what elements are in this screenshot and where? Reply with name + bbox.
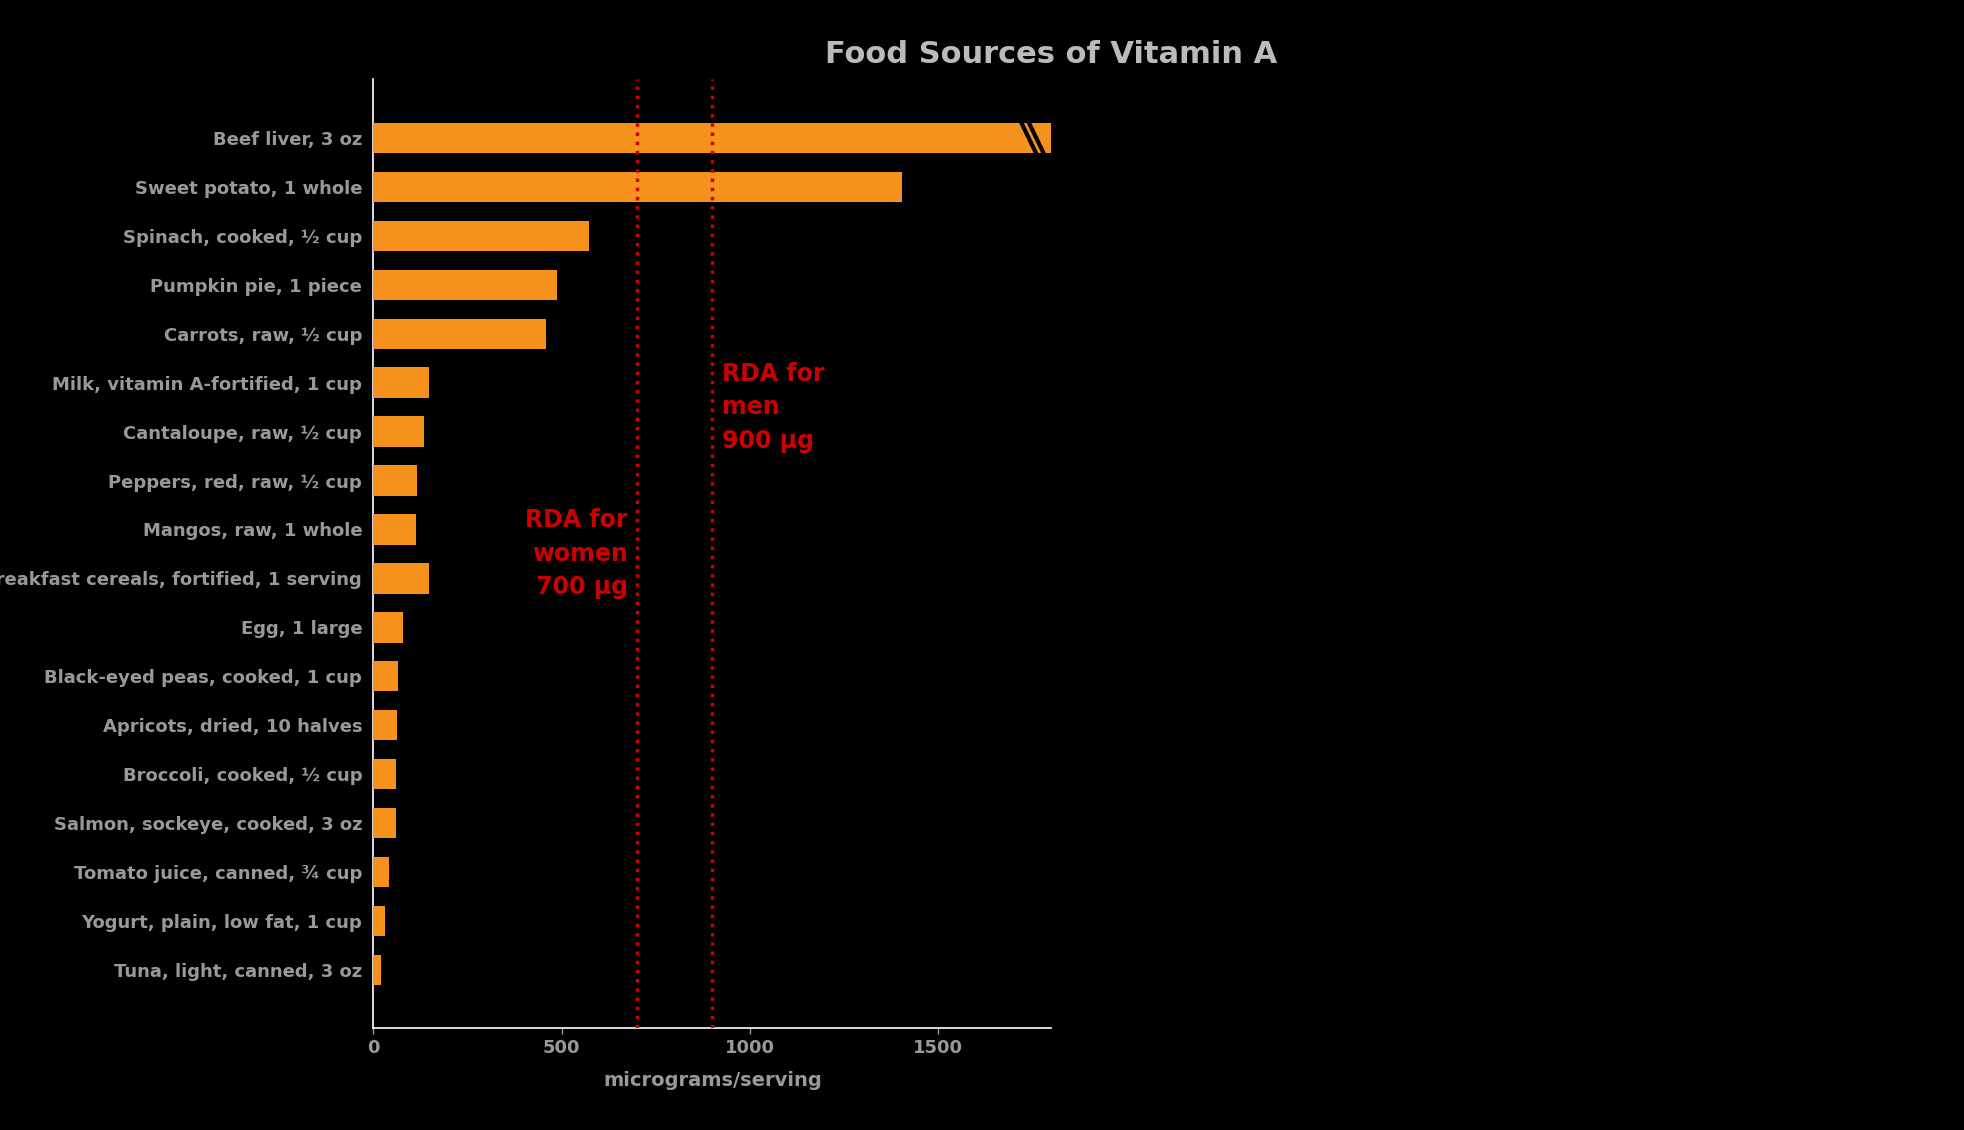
Bar — [373, 661, 399, 692]
Bar — [373, 319, 546, 349]
Bar — [373, 123, 1051, 153]
Bar — [373, 220, 589, 251]
Bar — [373, 906, 385, 937]
Bar — [373, 172, 901, 202]
Bar — [373, 857, 389, 887]
Bar — [373, 466, 416, 496]
Bar — [373, 808, 395, 838]
Bar — [373, 759, 397, 790]
X-axis label: micrograms/serving: micrograms/serving — [603, 1070, 821, 1089]
Bar — [373, 514, 414, 545]
Bar — [373, 710, 397, 740]
Bar — [373, 563, 430, 593]
Bar — [373, 612, 403, 643]
Bar — [373, 270, 558, 299]
Bar — [373, 955, 381, 985]
Text: RDA for
women
700 μg: RDA for women 700 μg — [524, 508, 627, 599]
Text: Food Sources of Vitamin A: Food Sources of Vitamin A — [825, 40, 1277, 69]
Bar — [373, 367, 430, 398]
Bar — [373, 417, 424, 446]
Text: RDA for
men
900 μg: RDA for men 900 μg — [721, 362, 823, 453]
